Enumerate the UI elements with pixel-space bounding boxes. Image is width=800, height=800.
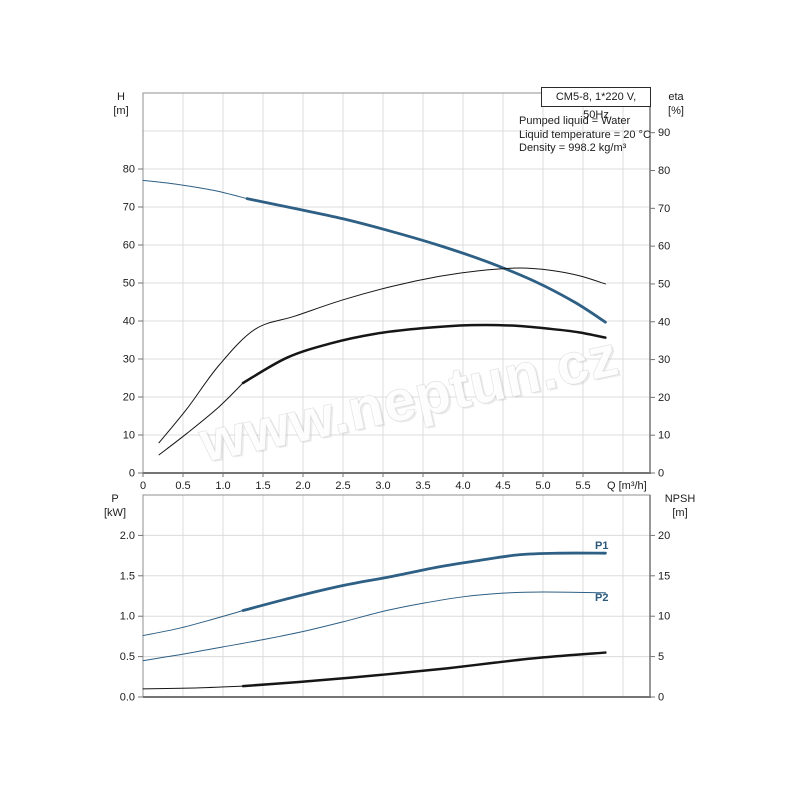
tick-label: 20 (658, 530, 670, 542)
p1-curve (142, 610, 244, 637)
svg-text:www.neptun.cz: www.neptun.cz (193, 324, 624, 475)
head-axis-unit: [m] (113, 105, 129, 117)
tick-label: 50 (123, 278, 135, 290)
tick-label: 1.0 (120, 611, 135, 623)
tick-label: 90 (658, 127, 670, 139)
tick-label: 20 (658, 392, 670, 404)
tick-label: 0.0 (120, 692, 135, 704)
npsh-axis-unit: [m] (672, 507, 688, 519)
tick-label: 30 (123, 354, 135, 366)
tick-label: 1.0 (215, 480, 230, 492)
tick-label: 10 (658, 430, 670, 442)
tick-label: 2.0 (295, 480, 310, 492)
tick-label: 60 (658, 241, 670, 253)
p1-series-label: P1 (595, 540, 609, 552)
tick-label: 40 (123, 316, 135, 328)
p1-curve (241, 551, 607, 612)
bottom-chart-ticks: 0.0 0.5 1.0 1.5 2.0 0 5 10 15 20 (120, 530, 671, 704)
tick-label: 0.5 (175, 480, 190, 492)
tick-label: 20 (123, 392, 135, 404)
top-chart-grid (143, 93, 650, 473)
qh-curve (142, 179, 248, 200)
tick-label: 40 (658, 316, 670, 328)
bottom-chart-grid (143, 495, 650, 697)
tick-label: 0 (140, 480, 146, 492)
eta-axis-label: eta [%] (658, 90, 694, 118)
npsh-axis-label: NPSH [m] (658, 492, 702, 520)
power-axis-label: P [kW] (98, 492, 132, 520)
tick-label: 5 (658, 651, 664, 663)
tick-label: 2.5 (335, 480, 350, 492)
eta-pump-motor-curve (158, 382, 244, 456)
tick-label: 5.0 (535, 480, 550, 492)
bottom-chart: 0.0 0.5 1.0 1.5 2.0 0 5 10 15 20 (120, 494, 671, 704)
eta-pump-motor-curve (241, 323, 607, 385)
npsh-curve (142, 685, 244, 690)
head-axis-name: H (117, 91, 125, 103)
p2-curve (142, 591, 606, 662)
bottom-chart-series (142, 551, 607, 690)
condition-line: Liquid temperature = 20 °C (519, 128, 651, 141)
npsh-curve (241, 651, 607, 688)
tick-label: 30 (658, 354, 670, 366)
tick-label: 10 (658, 611, 670, 623)
head-axis-label: H [m] (104, 90, 138, 118)
p2-series-label: P2 (595, 592, 609, 604)
tick-label: 70 (123, 202, 135, 214)
tick-label: 80 (123, 164, 135, 176)
top-chart-ticks: 0 10 20 30 40 50 60 70 80 0 10 20 30 40 50 60 70 80 90 0 0.5… (123, 127, 671, 492)
tick-label: 5.5 (575, 480, 590, 492)
tick-label: 70 (658, 203, 670, 215)
operating-conditions: Pumped liquid = Water Liquid temperature… (519, 115, 651, 156)
x-axis-title: Q [m³/h] (607, 480, 647, 492)
tick-label: 2.0 (120, 530, 135, 542)
bottom-chart-border (142, 494, 651, 698)
tick-label: 4.5 (495, 480, 510, 492)
tick-label: 1.5 (255, 480, 270, 492)
condition-line: Density = 998.2 kg/m³ (519, 142, 627, 155)
pump-model-text: CM5-8, 1*220 V, 50Hz (555, 91, 637, 121)
tick-label: 1.5 (120, 570, 135, 582)
power-axis-unit: [kW] (104, 507, 126, 519)
power-axis-name: P (111, 493, 119, 505)
tick-label: 0 (129, 468, 135, 480)
eta-axis-unit: [%] (668, 105, 684, 117)
tick-label: 0 (658, 692, 664, 704)
tick-label: 0.5 (120, 651, 135, 663)
tick-label: 3.0 (375, 480, 390, 492)
tick-label: 15 (658, 570, 670, 582)
tick-label: 50 (658, 278, 670, 290)
eta-pump-curve (158, 267, 606, 444)
tick-label: 80 (658, 165, 670, 177)
tick-label: 60 (123, 240, 135, 252)
tick-label: 10 (123, 430, 135, 442)
eta-axis-name: eta (668, 91, 684, 103)
npsh-axis-name: NPSH (664, 493, 696, 505)
qh-curve (245, 197, 607, 324)
tick-label: 4.0 (455, 480, 470, 492)
pump-model-box: CM5-8, 1*220 V, 50Hz (541, 87, 651, 121)
top-chart-series (142, 179, 607, 456)
tick-label: 3.5 (415, 480, 430, 492)
condition-line: Pumped liquid = Water (519, 115, 631, 127)
tick-label: 0 (658, 468, 664, 480)
